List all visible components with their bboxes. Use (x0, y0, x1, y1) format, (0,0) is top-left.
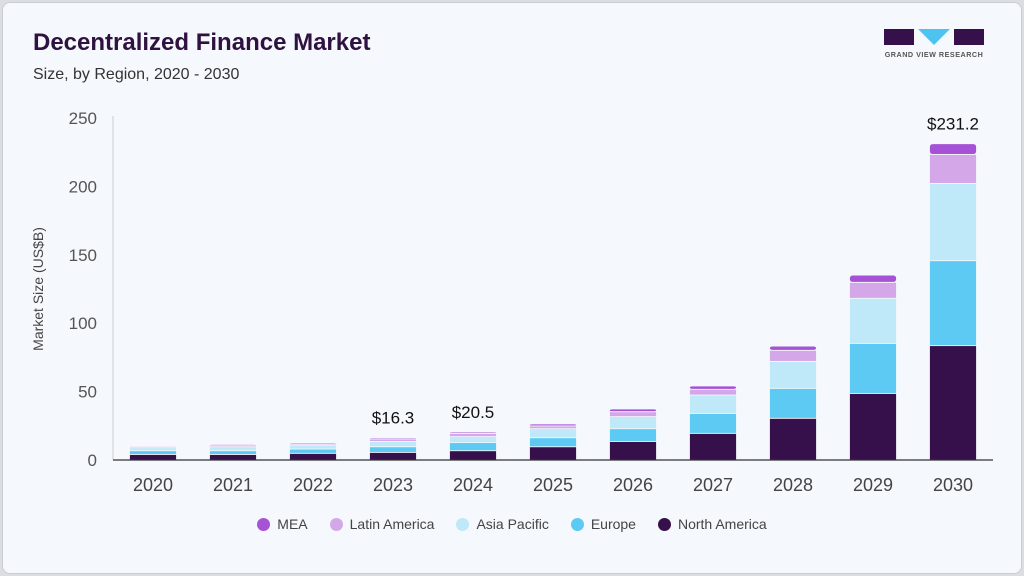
bar-segment-north-america (369, 451, 417, 461)
legend-swatch (257, 517, 271, 531)
bar-segment-asia-pacific (289, 444, 337, 450)
bar-segment-asia-pacific (449, 436, 497, 444)
legend-item: MEA (257, 516, 308, 532)
bar-segment-mea (129, 445, 177, 447)
grand-view-research-logo: GRAND VIEW RESEARCH (884, 29, 984, 59)
legend-label: Europe (590, 516, 636, 532)
y-tick-label: 200 (69, 177, 97, 196)
x-tick-label: 2022 (293, 475, 333, 495)
bar-segment-asia-pacific (929, 182, 977, 262)
bar-segment-latin-america (689, 388, 737, 396)
x-tick-label: 2026 (613, 475, 653, 495)
y-tick-label: 0 (88, 451, 97, 470)
bar-segment-north-america (689, 432, 737, 461)
bar-segment-asia-pacific (609, 416, 657, 430)
y-tick-label: 50 (78, 383, 97, 402)
bar-segment-europe (609, 428, 657, 442)
bar-segment-mea (769, 345, 817, 351)
bar-segment-asia-pacific (369, 440, 417, 448)
legend-label: North America (677, 516, 767, 532)
legend-item: Europe (570, 516, 636, 532)
svg-text:GRAND VIEW RESEARCH: GRAND VIEW RESEARCH (885, 50, 984, 59)
x-tick-label: 2020 (133, 475, 173, 495)
y-tick-label: 100 (69, 314, 97, 333)
data-label: $231.2 (927, 115, 979, 134)
bar-segment-europe (849, 342, 897, 394)
bar-segment-mea (929, 143, 977, 155)
bar-segment-north-america (769, 417, 817, 461)
bar-segment-latin-america (529, 425, 577, 430)
bar-segment-mea (849, 274, 897, 283)
data-label: $20.5 (452, 403, 495, 422)
bar-segment-north-america (209, 453, 257, 461)
x-tick-label: 2025 (533, 475, 573, 495)
x-tick-label: 2024 (453, 475, 493, 495)
bar-segment-asia-pacific (769, 360, 817, 389)
y-axis-title: Market Size (US$B) (30, 227, 46, 351)
bar-segment-mea (289, 442, 337, 445)
bar-segment-north-america (289, 452, 337, 461)
legend-swatch (570, 517, 584, 531)
legend: MEA Latin America Asia Pacific Europe North … (0, 516, 1024, 532)
bar-segment-latin-america (609, 411, 657, 418)
legend-item: North America (657, 516, 767, 532)
x-tick-label: 2027 (693, 475, 733, 495)
x-tick-label: 2023 (373, 475, 413, 495)
bar-segment-latin-america (449, 432, 497, 438)
legend-swatch (456, 517, 470, 531)
bar-segment-asia-pacific (689, 394, 737, 414)
x-tick-label: 2030 (933, 475, 973, 495)
bar-segment-mea (449, 431, 497, 434)
chart-subtitle: Size, by Region, 2020 - 2030 (33, 66, 240, 83)
bar-segment-mea (369, 437, 417, 440)
bar-segment-north-america (609, 440, 657, 461)
y-tick-label: 150 (69, 246, 97, 265)
x-tick-label: 2028 (773, 475, 813, 495)
bar-segment-north-america (129, 453, 177, 461)
bar-segment-europe (929, 260, 977, 347)
bar-segment-latin-america (849, 281, 897, 299)
x-tick-label: 2029 (853, 475, 893, 495)
bar-segment-asia-pacific (529, 428, 577, 439)
bar-segment-mea (529, 423, 577, 427)
bar-segment-asia-pacific (129, 447, 177, 452)
legend-label: Latin America (349, 516, 435, 532)
y-tick-label: 250 (69, 109, 97, 128)
legend-label: MEA (277, 516, 308, 532)
bar-segment-north-america (849, 392, 897, 461)
bar-segment-europe (689, 412, 737, 434)
bar-segment-europe (129, 450, 177, 455)
bar-segment-asia-pacific (849, 297, 897, 344)
legend-item: Latin America (329, 516, 435, 532)
bar-segment-europe (209, 450, 257, 455)
bar-segment-europe (369, 446, 417, 453)
chart-title: Decentralized Finance Market (33, 29, 371, 56)
bar-segment-latin-america (929, 153, 977, 184)
bar-segment-mea (689, 385, 737, 390)
bar-segment-europe (289, 448, 337, 454)
legend-label: Asia Pacific (476, 516, 549, 532)
legend-swatch (657, 517, 671, 531)
bar-segment-north-america (929, 345, 977, 461)
bar-segment-asia-pacific (209, 446, 257, 452)
x-tick-label: 2021 (213, 475, 253, 495)
bar-segment-europe (529, 437, 577, 448)
bar-segment-north-america (529, 446, 577, 461)
bar-segment-europe (449, 442, 497, 452)
legend-swatch (329, 517, 343, 531)
bar-segment-mea (209, 443, 257, 446)
bar-segment-north-america (449, 450, 497, 461)
bar-segment-europe (769, 387, 817, 419)
bar-segment-latin-america (769, 349, 817, 362)
legend-item: Asia Pacific (456, 516, 549, 532)
data-label: $16.3 (372, 409, 415, 428)
bar-segment-mea (609, 408, 657, 413)
